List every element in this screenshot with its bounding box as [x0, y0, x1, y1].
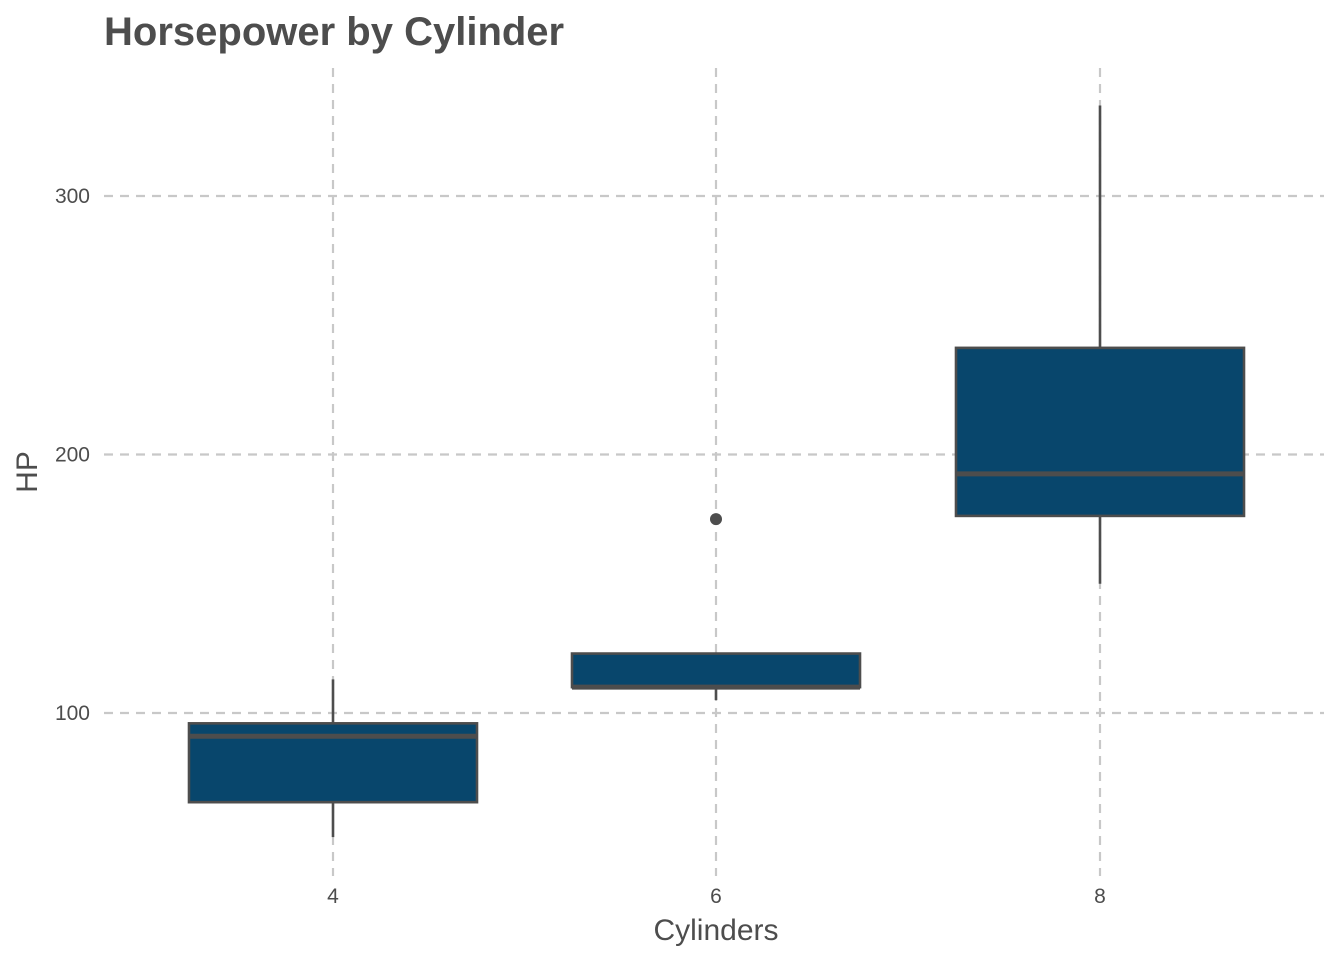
box-4 [187, 679, 479, 838]
y-tick-label: 300 [55, 185, 90, 208]
y-axis-label: HP [11, 451, 44, 493]
x-axis-label: Cylinders [653, 914, 778, 947]
x-tick-label: 8 [1094, 885, 1106, 908]
box-body [954, 346, 1246, 518]
y-tick-label: 100 [55, 702, 90, 725]
x-tick-label: 6 [710, 885, 722, 908]
boxes [187, 105, 1246, 838]
x-tick-label: 4 [327, 885, 339, 908]
box-body [570, 652, 862, 689]
y-tick-label: 200 [55, 444, 90, 467]
box-6 [570, 513, 862, 701]
outlier-point [710, 513, 722, 526]
tick-labels: 100 200 300 4 6 8 [55, 185, 1106, 908]
chart-title: Horsepower by Cylinder [104, 10, 564, 54]
box-8 [954, 105, 1246, 584]
